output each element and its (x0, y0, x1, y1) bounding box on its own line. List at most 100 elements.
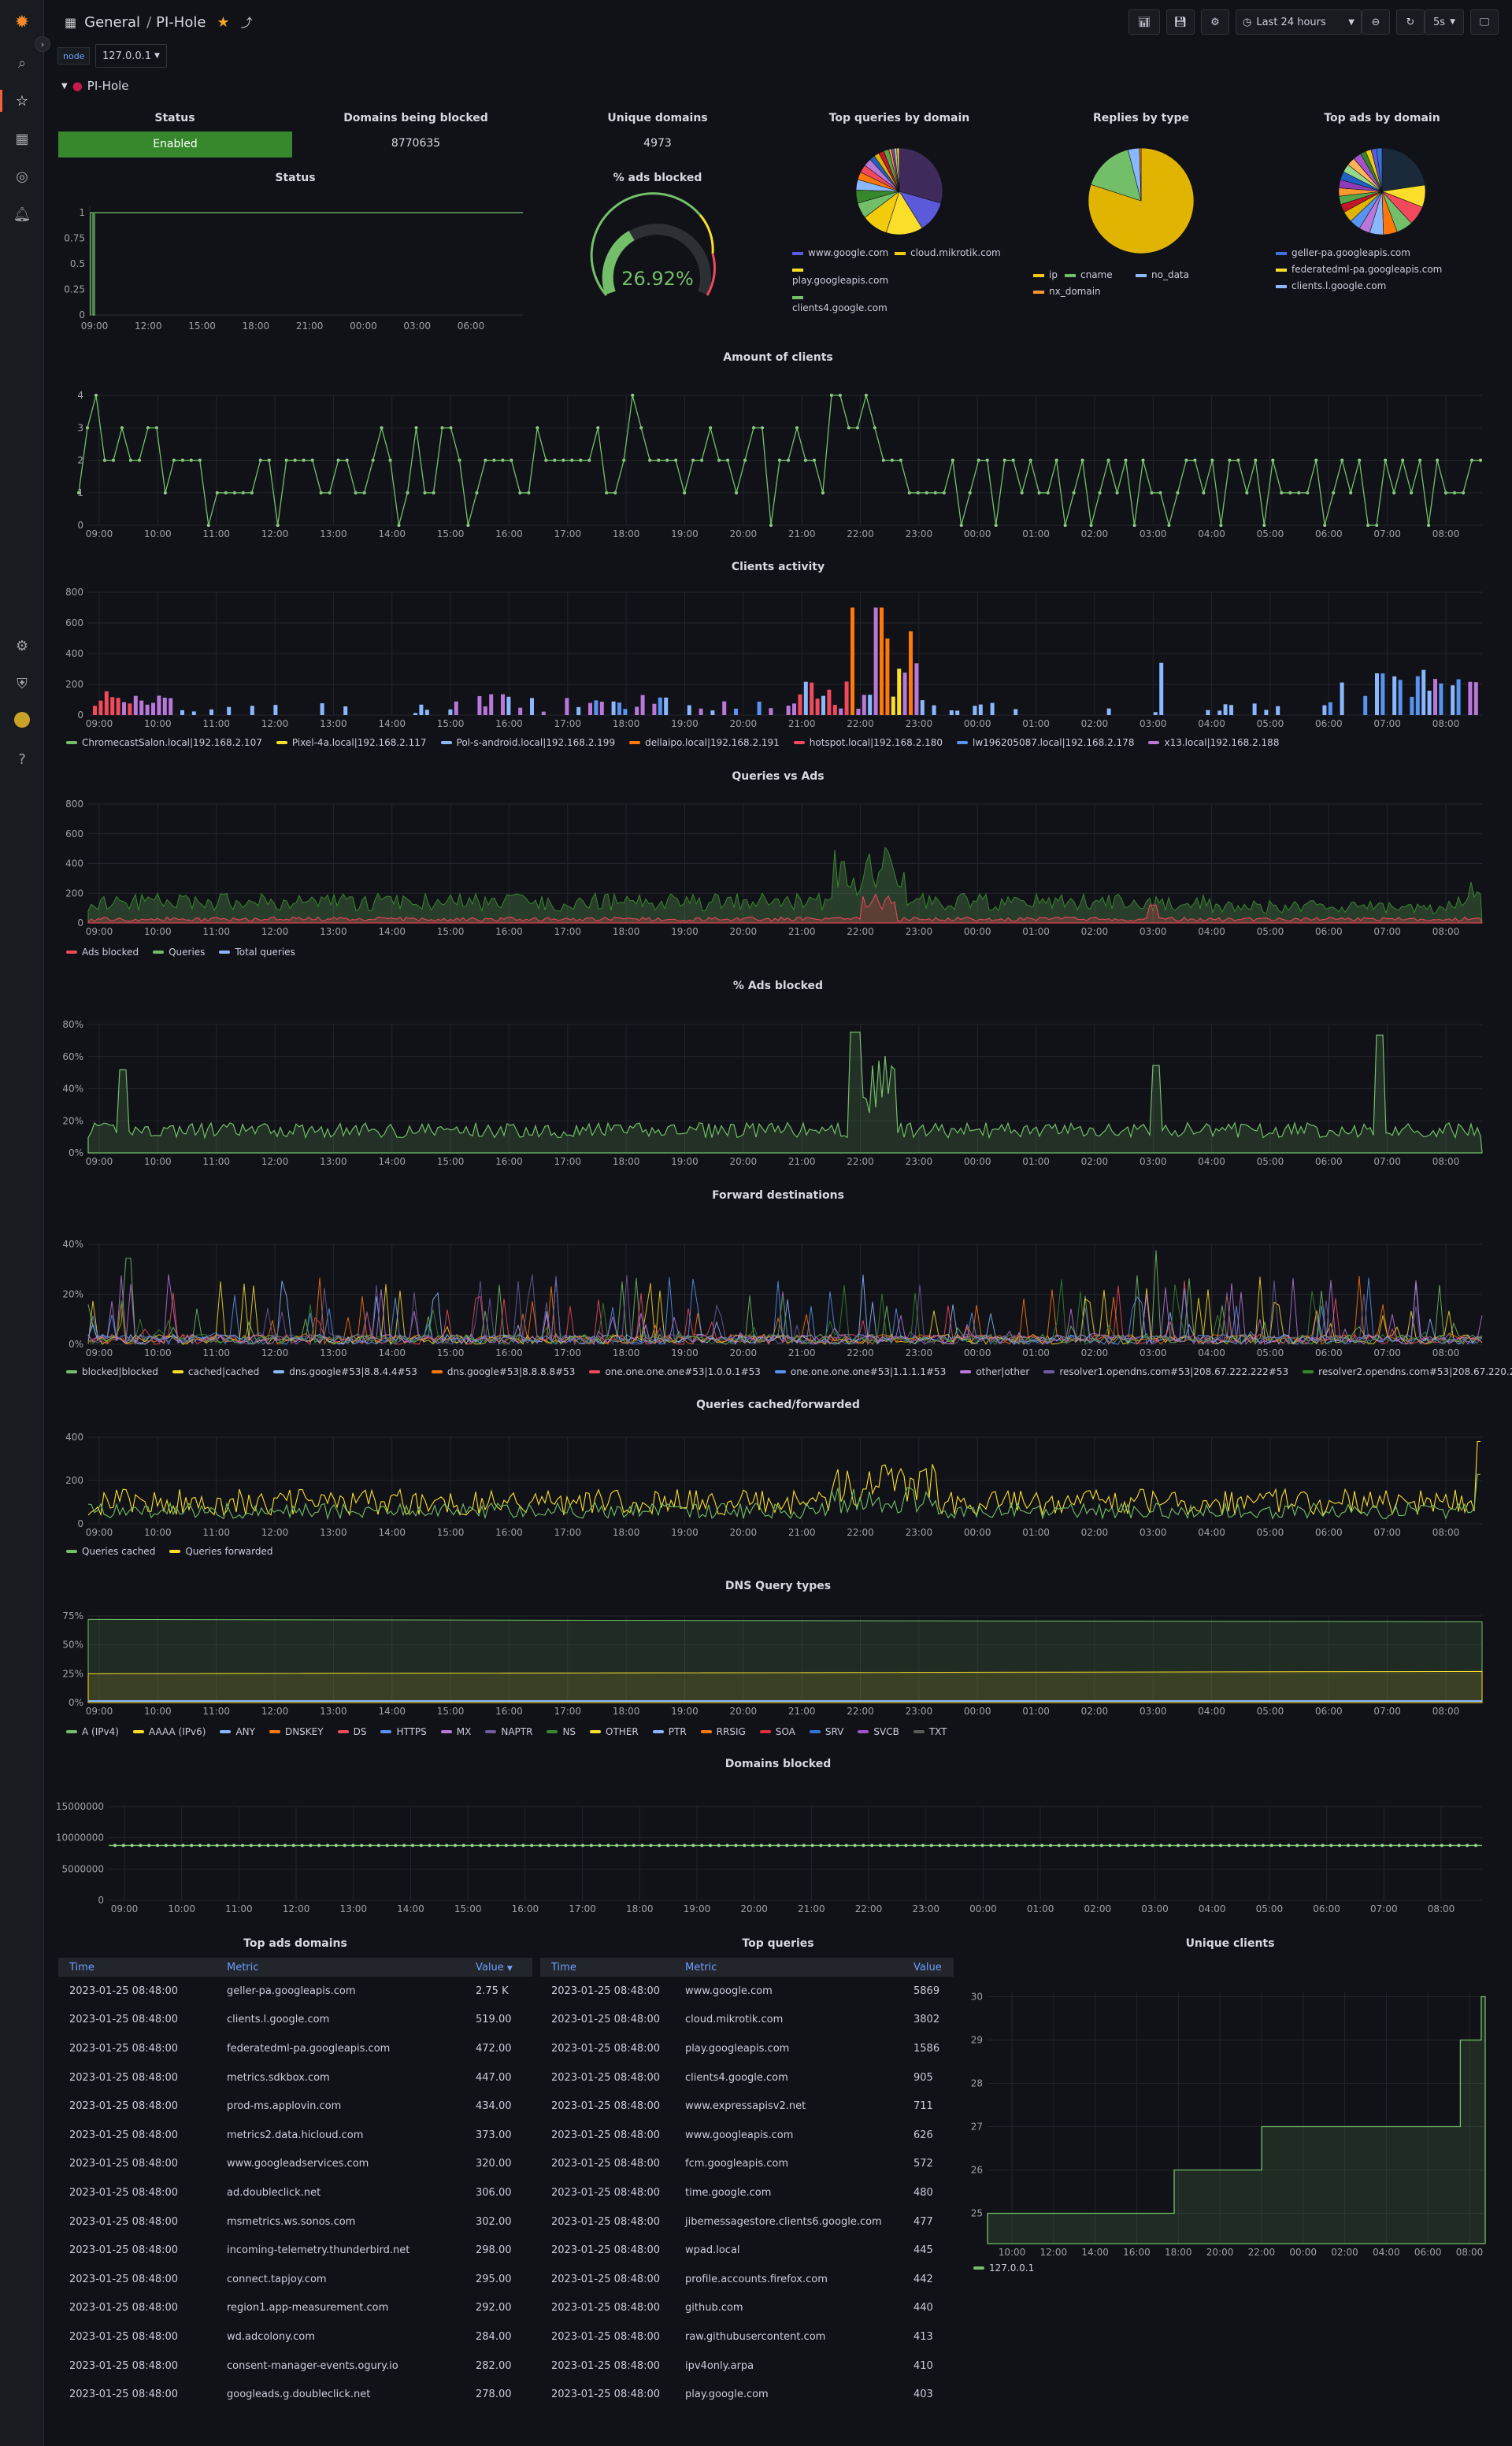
legend-item[interactable]: clients4.google.com (792, 291, 895, 313)
legend-item[interactable]: ip (1033, 269, 1065, 280)
expand-menu-button[interactable]: › (35, 36, 50, 52)
grafana-logo-icon[interactable]: ✹ (14, 12, 30, 32)
legend-item[interactable]: one.one.one.one#53|1.0.0.1#53 (589, 1366, 761, 1377)
legend-item[interactable]: Total queries (219, 947, 295, 958)
column-header-time[interactable]: Time (58, 1958, 216, 1977)
tv-mode-button[interactable]: 🖵︎ (1470, 9, 1499, 35)
refresh-interval-picker[interactable]: 5s ▼ (1425, 9, 1464, 35)
cell-metric: raw.githubusercontent.com (685, 2330, 826, 2343)
legend-item[interactable]: RRSIG (700, 1726, 746, 1737)
legend-item[interactable]: cloud.mikrotik.com (895, 247, 1013, 258)
time-picker[interactable]: ◷ Last 24 hours ▼ (1236, 9, 1362, 35)
column-header-metric[interactable]: Metric (674, 1958, 902, 1977)
legend-item[interactable]: play.googleapis.com (792, 264, 895, 286)
legend-item[interactable]: AAAA (IPv6) (132, 1726, 206, 1737)
legend-item[interactable]: MX (440, 1726, 471, 1737)
legend-label: SVCB (873, 1726, 899, 1737)
star-icon[interactable]: ★ (217, 13, 230, 31)
search-icon[interactable]: ⌕ (17, 54, 27, 72)
legend-item[interactable]: Ads blocked (66, 947, 139, 958)
data-point (810, 1844, 814, 1847)
column-header-metric[interactable]: Metric (216, 1958, 465, 1977)
data-point (309, 1844, 313, 1847)
legend-item[interactable]: www.google.com (792, 247, 895, 258)
explore-icon[interactable]: ◎ (16, 168, 28, 185)
share-icon[interactable]: ⤴ (240, 15, 253, 30)
column-header-value[interactable]: Value (902, 1958, 954, 1977)
legend-item[interactable]: one.one.one.one#53|1.1.1.1#53 (774, 1366, 946, 1377)
legend-label: SRV (825, 1726, 844, 1737)
legend-item[interactable]: dellaipo.local|192.168.2.191 (629, 737, 780, 748)
bar (250, 706, 254, 715)
legend-item[interactable]: Queries cached (66, 1546, 155, 1557)
legend-item[interactable]: clients.l.google.com (1276, 280, 1480, 291)
legend-item[interactable]: hotspot.local|192.168.2.180 (793, 737, 943, 748)
legend-item[interactable]: A (IPv4) (66, 1726, 119, 1737)
legend-item[interactable]: ChromecastSalon.local|192.168.2.107 (66, 737, 262, 748)
bar (1159, 662, 1164, 715)
x-tick-label: 09:00 (86, 1156, 113, 1167)
legend-item[interactable]: dns.google#53|8.8.8.8#53 (431, 1366, 576, 1377)
legend-item[interactable]: Pixel-4a.local|192.168.2.117 (276, 737, 427, 748)
legend-item[interactable]: PTR (652, 1726, 687, 1737)
row-header[interactable]: ▼ ● PI-Hole (61, 79, 129, 93)
column-header-value[interactable]: Value ▼ (465, 1958, 532, 1977)
starred-icon[interactable]: ☆ (15, 92, 29, 109)
legend-item[interactable]: SRV (809, 1726, 844, 1737)
server-admin-icon[interactable]: ⛨ (17, 675, 28, 692)
variable-select[interactable]: 127.0.0.1 ▼ (95, 44, 167, 68)
legend-item[interactable]: cached|cached (172, 1366, 259, 1377)
legend-item[interactable]: ANY (220, 1726, 255, 1737)
legend-item[interactable]: dns.google#53|8.8.4.4#53 (273, 1366, 417, 1377)
legend-item[interactable]: NS (547, 1726, 576, 1737)
add-panel-button[interactable]: 📊︎ (1128, 9, 1160, 35)
legend-item[interactable]: other|other (960, 1366, 1029, 1377)
help-icon[interactable]: ? (18, 750, 26, 768)
legend-item[interactable]: SVCB (858, 1726, 899, 1737)
avatar[interactable] (14, 712, 30, 728)
data-point (1040, 1844, 1044, 1847)
legend-label: dns.google#53|8.8.8.8#53 (447, 1366, 576, 1377)
dashboards-icon[interactable]: ▦ (15, 130, 29, 147)
legend-item[interactable]: x13.local|192.168.2.188 (1148, 737, 1279, 748)
legend-item[interactable]: geller-pa.googleapis.com (1276, 247, 1480, 258)
legend-item[interactable]: OTHER (590, 1726, 639, 1737)
legend-item[interactable]: resolver1.opendns.com#53|208.67.222.222#… (1043, 1366, 1288, 1377)
legend-item[interactable]: 127.0.0.1 (973, 2263, 1034, 2274)
column-header-time[interactable]: Time (540, 1958, 674, 1977)
legend-item[interactable]: Queries forwarded (169, 1546, 272, 1557)
legend-item[interactable]: DNSKEY (269, 1726, 324, 1737)
y-tick-label: 1 (79, 207, 85, 218)
legend-item[interactable]: NAPTR (485, 1726, 532, 1737)
data-point (385, 1844, 389, 1847)
legend-item[interactable]: blocked|blocked (66, 1366, 158, 1377)
x-tick-label: 05:00 (1257, 718, 1284, 729)
legend-item[interactable]: cname (1065, 269, 1136, 280)
bar (599, 701, 604, 715)
breadcrumb-dashboard[interactable]: PI-Hole (156, 13, 206, 31)
legend-item[interactable]: federatedml-pa.googleapis.com (1276, 264, 1480, 275)
breadcrumb-folder[interactable]: General (84, 13, 141, 31)
dashboard-settings-button[interactable]: ⚙ (1201, 9, 1229, 35)
configuration-icon[interactable]: ⚙ (15, 637, 29, 654)
legend-item[interactable]: DS (337, 1726, 366, 1737)
legend-item[interactable]: no_data (1136, 269, 1206, 280)
legend-item[interactable]: Pol-s-android.local|192.168.2.199 (440, 737, 615, 748)
zoom-out-button[interactable]: ⊖ (1362, 9, 1390, 35)
data-point (113, 1844, 117, 1847)
legend-item[interactable]: lw196205087.local|192.168.2.178 (956, 737, 1134, 748)
x-tick-label: 21:00 (788, 1347, 816, 1358)
x-tick-label: 07:00 (1370, 1903, 1398, 1914)
legend-item[interactable]: HTTPS (380, 1726, 427, 1737)
legend-item[interactable]: SOA (759, 1726, 795, 1737)
legend-item[interactable]: Queries (153, 947, 205, 958)
legend-item[interactable]: TXT (913, 1726, 947, 1737)
save-dashboard-button[interactable]: 💾︎ (1166, 9, 1195, 35)
cell-value: 480 (914, 2186, 933, 2199)
legend: Queries cached Queries forwarded (66, 1546, 272, 1557)
data-point (419, 1844, 423, 1847)
refresh-button[interactable]: ↻ (1396, 9, 1425, 35)
legend-item[interactable]: resolver2.opendns.com#53|208.67.220.220#… (1303, 1366, 1512, 1377)
legend-item[interactable]: nx_domain (1033, 286, 1136, 297)
alerting-icon[interactable]: 🔔︎ (13, 206, 32, 223)
